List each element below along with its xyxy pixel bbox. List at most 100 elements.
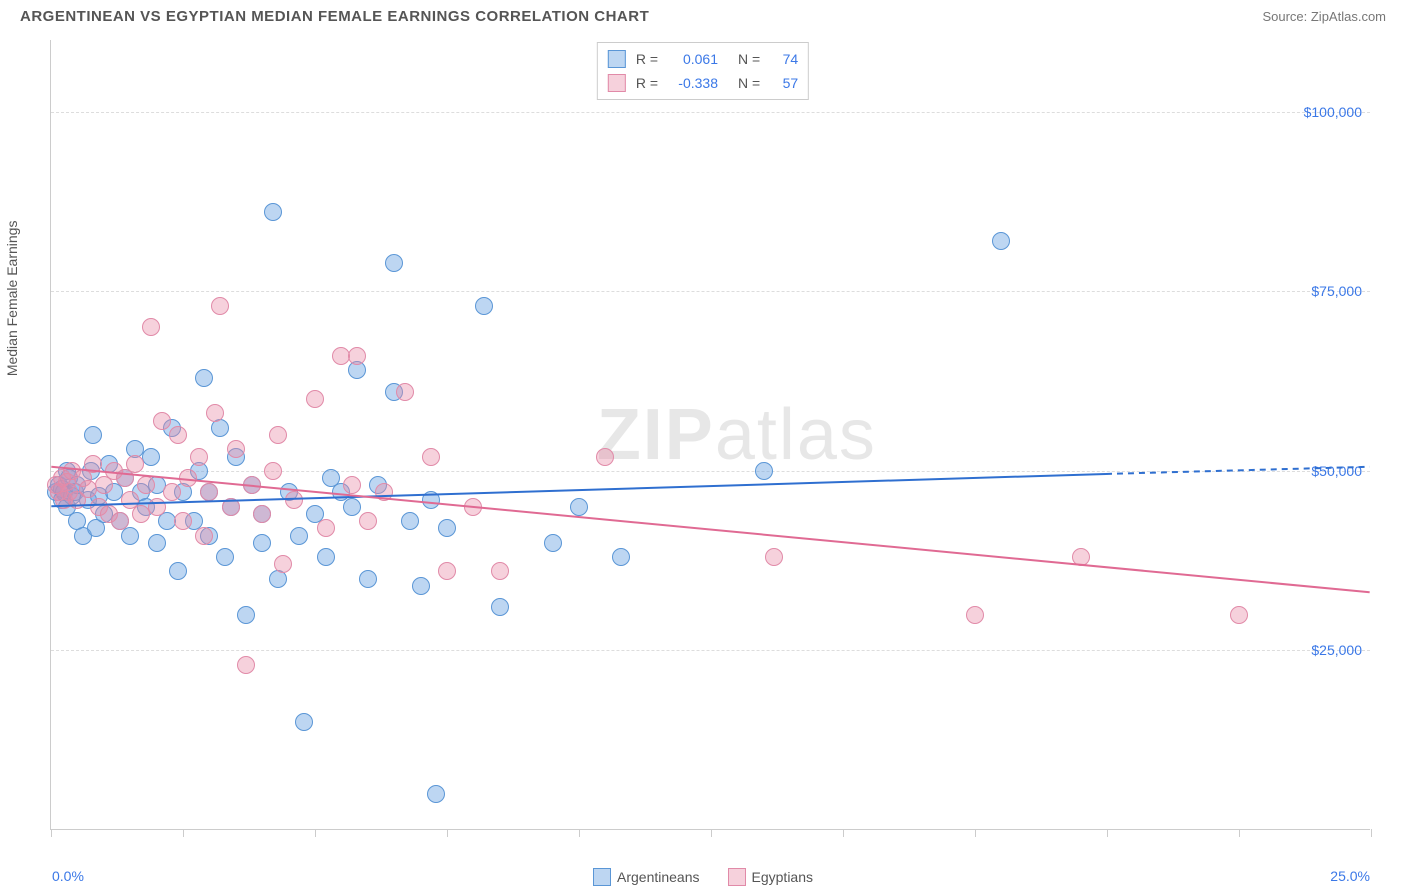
y-tick-label: $25,000	[1311, 642, 1362, 658]
x-tick	[843, 829, 844, 837]
x-tick	[975, 829, 976, 837]
data-point	[412, 577, 430, 595]
data-point	[206, 404, 224, 422]
data-point	[596, 448, 614, 466]
data-point	[227, 440, 245, 458]
series-legend: Argentineans Egyptians	[593, 868, 813, 886]
watermark: ZIPatlas	[597, 394, 877, 476]
data-point	[464, 498, 482, 516]
r-value: -0.338	[668, 75, 718, 91]
legend-swatch	[593, 868, 611, 886]
data-point	[475, 297, 493, 315]
legend-swatch	[608, 50, 626, 68]
data-point	[121, 527, 139, 545]
data-point	[179, 469, 197, 487]
data-point	[491, 562, 509, 580]
correlation-legend: R =0.061N =74 R = -0.338 N = 57	[597, 42, 809, 100]
x-axis-min-label: 0.0%	[52, 868, 84, 884]
data-point	[285, 491, 303, 509]
data-point	[359, 512, 377, 530]
data-point	[269, 426, 287, 444]
data-point	[169, 562, 187, 580]
data-point	[142, 318, 160, 336]
data-point	[1072, 548, 1090, 566]
data-point	[348, 347, 366, 365]
n-value: 57	[770, 75, 798, 91]
legend-swatch	[608, 74, 626, 92]
legend-row: R = -0.338 N = 57	[608, 71, 798, 95]
data-point	[438, 562, 456, 580]
data-point	[84, 426, 102, 444]
data-point	[243, 476, 261, 494]
source-label: Source: ZipAtlas.com	[1262, 9, 1386, 24]
data-point	[222, 498, 240, 516]
x-tick	[315, 829, 316, 837]
data-point	[992, 232, 1010, 250]
data-point	[422, 448, 440, 466]
data-point	[343, 476, 361, 494]
watermark-light: atlas	[715, 395, 877, 475]
n-value: 74	[770, 51, 798, 67]
data-point	[755, 462, 773, 480]
r-value: 0.061	[668, 51, 718, 67]
data-point	[295, 713, 313, 731]
data-point	[111, 512, 129, 530]
data-point	[126, 455, 144, 473]
scatter-chart: ZIPatlas $25,000$50,000$75,000$100,000	[50, 40, 1370, 830]
x-tick	[579, 829, 580, 837]
data-point	[264, 462, 282, 480]
data-point	[290, 527, 308, 545]
data-point	[491, 598, 509, 616]
gridline	[51, 112, 1370, 113]
x-tick	[1371, 829, 1372, 837]
data-point	[253, 534, 271, 552]
x-tick	[1107, 829, 1108, 837]
data-point	[422, 491, 440, 509]
data-point	[142, 448, 160, 466]
x-axis-max-label: 25.0%	[1330, 868, 1370, 884]
data-point	[200, 483, 218, 501]
data-point	[396, 383, 414, 401]
x-tick	[51, 829, 52, 837]
data-point	[438, 519, 456, 537]
r-label: R =	[636, 75, 658, 91]
data-point	[84, 455, 102, 473]
series-name: Egyptians	[752, 869, 813, 885]
data-point	[195, 527, 213, 545]
data-point	[612, 548, 630, 566]
data-point	[163, 483, 181, 501]
x-tick	[447, 829, 448, 837]
chart-title: ARGENTINEAN VS EGYPTIAN MEDIAN FEMALE EA…	[20, 8, 649, 25]
data-point	[385, 254, 403, 272]
data-point	[153, 412, 171, 430]
gridline	[51, 650, 1370, 651]
series-name: Argentineans	[617, 869, 700, 885]
legend-item: Argentineans	[593, 868, 700, 886]
data-point	[317, 519, 335, 537]
legend-row: R =0.061N =74	[608, 47, 798, 71]
data-point	[544, 534, 562, 552]
data-point	[237, 656, 255, 674]
data-point	[169, 426, 187, 444]
data-point	[216, 548, 234, 566]
data-point	[375, 483, 393, 501]
data-point	[174, 512, 192, 530]
legend-swatch	[728, 868, 746, 886]
data-point	[401, 512, 419, 530]
data-point	[253, 505, 271, 523]
data-point	[264, 203, 282, 221]
n-label: N =	[738, 75, 760, 91]
y-axis-title: Median Female Earnings	[4, 221, 20, 377]
data-point	[966, 606, 984, 624]
data-point	[765, 548, 783, 566]
gridline	[51, 471, 1370, 472]
data-point	[306, 390, 324, 408]
data-point	[359, 570, 377, 588]
data-point	[343, 498, 361, 516]
y-tick-label: $50,000	[1311, 463, 1362, 479]
data-point	[570, 498, 588, 516]
y-tick-label: $100,000	[1304, 104, 1362, 120]
data-point	[1230, 606, 1248, 624]
data-point	[195, 369, 213, 387]
trend-lines	[51, 40, 1370, 829]
